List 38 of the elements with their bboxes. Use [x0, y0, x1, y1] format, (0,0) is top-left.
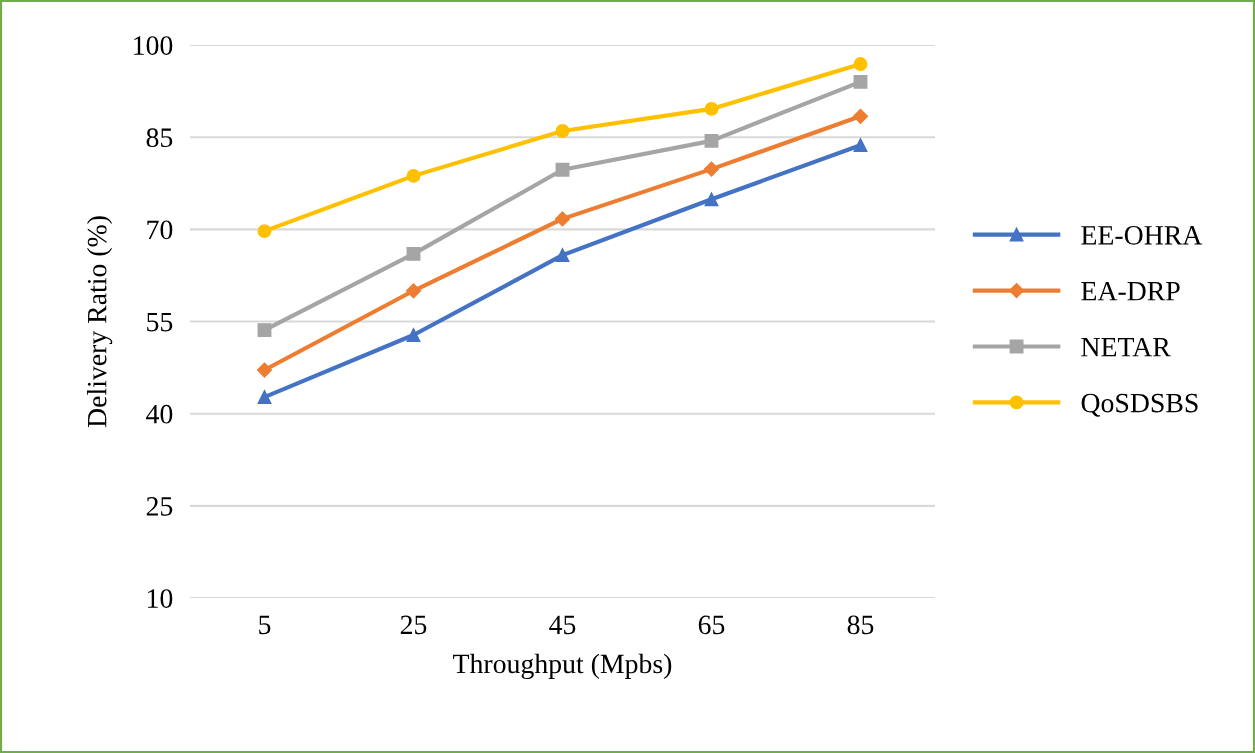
legend-label: EE-OHRA	[1081, 226, 1203, 245]
legend-label: EA-DRP	[1081, 281, 1180, 301]
legend-label: QoSDSBS	[1081, 393, 1198, 417]
point	[406, 246, 421, 261]
x-tick-label: 25	[400, 615, 427, 635]
y-tick-label: 55	[147, 312, 173, 332]
point	[256, 362, 273, 378]
x-tick-label: 5	[259, 615, 271, 635]
x-tick-label: 85	[847, 615, 874, 635]
point	[405, 283, 422, 299]
point	[853, 74, 868, 89]
point	[257, 224, 272, 239]
y-tick-label: 85	[146, 128, 173, 148]
point	[555, 248, 570, 263]
point	[406, 328, 421, 342]
point	[555, 162, 570, 177]
x-axis-title: Throughput (Mpbs)	[453, 653, 672, 680]
y-axis-title: Delivery Ratio (%)	[86, 216, 113, 428]
y-tick-label: 100	[134, 36, 173, 55]
y-tick-label: 10	[148, 589, 173, 608]
y-tick-label: 25	[146, 497, 173, 516]
point	[257, 323, 272, 338]
x-tick-label: 45	[549, 615, 576, 635]
point	[554, 211, 571, 227]
legend-label: NETAR	[1081, 337, 1171, 357]
point	[704, 133, 719, 148]
y-tick-label: 40	[146, 404, 173, 424]
x-tick-label: 65	[698, 615, 725, 635]
point	[852, 108, 869, 124]
point	[704, 101, 719, 116]
point	[406, 168, 421, 183]
y-tick-label: 70	[147, 220, 173, 240]
point	[703, 161, 720, 177]
point	[555, 124, 570, 138]
point	[853, 138, 868, 153]
point	[704, 192, 719, 207]
point	[257, 390, 272, 405]
point	[853, 57, 868, 71]
